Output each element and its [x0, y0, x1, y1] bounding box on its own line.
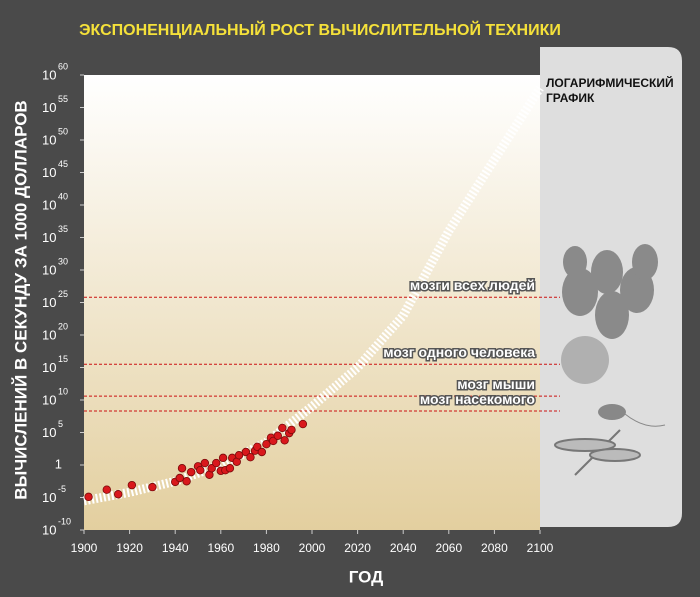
data-point: [225, 464, 235, 473]
x-tick-label: 2060: [435, 541, 462, 555]
reference-label: мозги всех людей: [410, 277, 535, 293]
chart-title: ЭКСПОНЕНЦИАЛЬНЫЙ РОСТ ВЫЧИСЛИТЕЛЬНОЙ ТЕХ…: [79, 20, 561, 39]
data-point: [207, 464, 216, 473]
data-point: [298, 419, 308, 429]
data-point: [218, 453, 228, 463]
x-tick-label: 1900: [71, 541, 98, 555]
y-tick-label: 10: [42, 522, 56, 537]
y-tick-label: 10: [42, 360, 56, 375]
y-tick-exponent: 40: [58, 191, 68, 201]
y-tick-label: 10: [42, 295, 56, 310]
y-tick-label: 10: [42, 100, 56, 115]
y-tick-exponent: 15: [58, 354, 68, 364]
data-point: [186, 467, 196, 477]
y-tick-exponent: 10: [58, 386, 68, 396]
x-tick-label: 1960: [207, 541, 234, 555]
y-tick-exponent: 20: [58, 321, 68, 331]
side-label: ЛОГАРИФМИЧЕСКИЙ: [546, 75, 674, 90]
data-point: [253, 442, 262, 451]
data-point: [280, 436, 289, 445]
y-tick-exponent: 55: [58, 94, 68, 104]
mouse: [598, 404, 626, 420]
reference-label: мозг одного человека: [383, 344, 535, 360]
y-tick-label: 10: [42, 67, 56, 82]
data-point: [84, 492, 93, 502]
data-point: [212, 458, 221, 468]
y-tick-label: 1: [55, 456, 62, 471]
dragonfly: [554, 429, 641, 476]
x-tick-label: 2020: [344, 541, 371, 555]
y-tick-exponent: 25: [58, 289, 68, 299]
y-tick-label: 10: [42, 262, 56, 277]
x-tick-label: 2080: [481, 541, 508, 555]
x-tick-label: 1940: [162, 541, 189, 555]
y-tick-label: 10: [42, 165, 56, 180]
data-point: [257, 447, 267, 457]
trend-curve: [83, 85, 544, 506]
y-tick-label: 10: [42, 392, 56, 407]
y-tick-label: 10: [42, 425, 56, 440]
y-tick-exponent: 35: [58, 224, 68, 234]
x-axis-label: ГОД: [349, 567, 384, 586]
y-tick-exponent: 5: [58, 419, 63, 429]
data-point: [262, 440, 271, 449]
data-point: [246, 453, 255, 462]
x-tick-label: 2100: [527, 541, 554, 555]
y-tick-label: 10: [42, 132, 56, 147]
reference-label: мозг насекомого: [420, 391, 535, 407]
y-tick-label: 10: [42, 197, 56, 212]
y-tick-label: 10: [42, 230, 56, 245]
data-point: [113, 490, 123, 499]
data-point: [241, 447, 251, 457]
data-point: [182, 477, 191, 486]
y-tick-exponent: 30: [58, 256, 68, 266]
x-tick-label: 1980: [253, 541, 280, 555]
mouse-tail: [624, 413, 666, 427]
data-point: [269, 436, 278, 446]
y-tick-exponent: -10: [58, 516, 71, 526]
data-point: [196, 466, 205, 475]
x-tick-label: 2000: [299, 541, 326, 555]
y-tick-exponent: -5: [58, 484, 66, 494]
y-tick-label: 10: [42, 327, 56, 342]
data-point: [200, 458, 210, 468]
data-point: [177, 464, 187, 473]
data-point: [127, 480, 137, 490]
data-point: [287, 425, 296, 435]
x-tick-label: 2040: [390, 541, 417, 555]
data-point: [234, 451, 244, 460]
y-tick-exponent: 60: [58, 61, 68, 71]
data-point: [175, 473, 184, 483]
y-tick-exponent: 45: [58, 159, 68, 169]
x-tick-label: 1920: [116, 541, 143, 555]
data-point: [102, 485, 111, 494]
data-point: [148, 482, 157, 492]
human-head: [561, 336, 609, 384]
y-tick-exponent: 50: [58, 126, 68, 136]
people-figures: [562, 244, 658, 339]
data-point: [273, 431, 282, 440]
side-label: ГРАФИК: [546, 91, 595, 105]
y-axis-label: ВЫЧИСЛЕНИЙ В СЕКУНДУ ЗА 1000 ДОЛЛАРОВ: [11, 100, 30, 499]
y-tick-label: 10: [42, 490, 56, 505]
reference-label: мозг мыши: [457, 376, 535, 392]
data-point: [278, 423, 287, 433]
plot-area: [84, 75, 540, 530]
